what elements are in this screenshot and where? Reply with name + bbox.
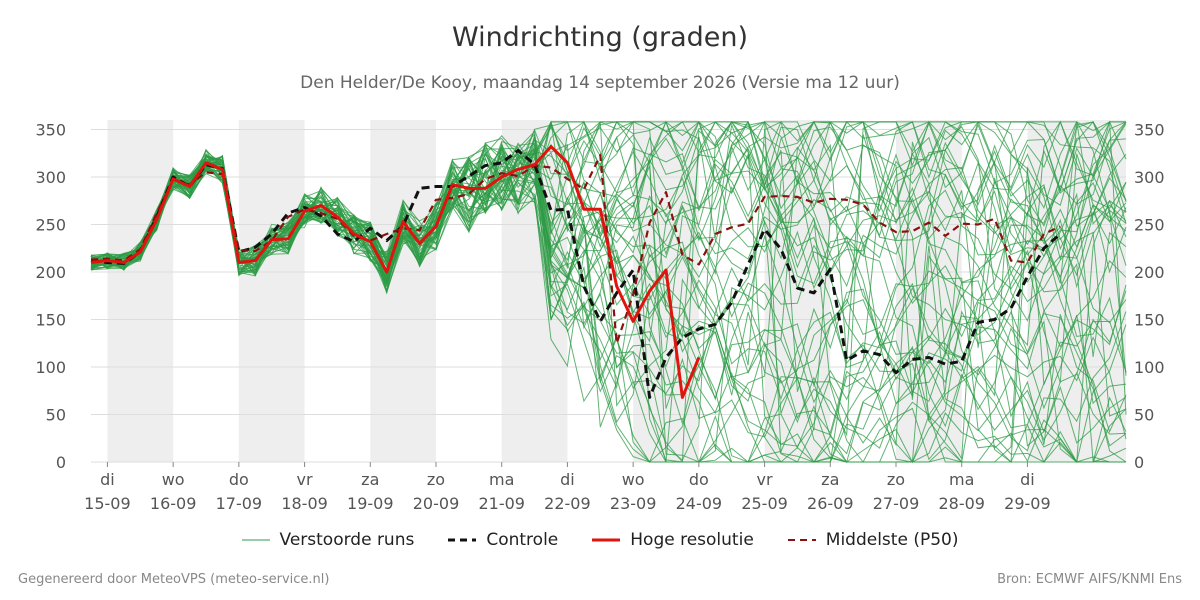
member-line-49 <box>90 120 1127 463</box>
x-tick-weekday-12: zo <box>887 470 905 489</box>
y-tick-right-50: 50 <box>1134 406 1154 425</box>
x-tick-date-14: 29-09 <box>1004 494 1051 513</box>
x-tick-weekday-5: zo <box>427 470 445 489</box>
shade-band-0 <box>107 120 174 462</box>
hires-line <box>90 145 701 399</box>
legend-control-swatch <box>448 538 477 542</box>
y-tick-left-150: 150 <box>35 311 66 330</box>
y-tick-right-100: 100 <box>1134 358 1165 377</box>
legend-label-members: Verstoorde runs <box>279 530 415 550</box>
x-tick-weekday-4: za <box>361 470 379 489</box>
legend-members-swatch <box>241 539 270 541</box>
legend-item-median: Middelste (P50) <box>787 530 959 550</box>
y-axis-left: 0 50 100 150 200 250 300 350 <box>35 121 66 473</box>
x-tick-weekday-1: wo <box>162 470 185 489</box>
legend-label-median: Middelste (P50) <box>825 530 959 550</box>
y-tick-right-350: 350 <box>1134 121 1165 140</box>
y-tick-left-300: 300 <box>35 168 66 187</box>
x-tick-date-1: 16-09 <box>150 494 197 513</box>
x-tick-date-6: 21-09 <box>478 494 525 513</box>
legend-label-hires: Hoge resolutie <box>630 530 754 550</box>
member-line-32 <box>90 128 1127 442</box>
x-tick-date-9: 24-09 <box>676 494 723 513</box>
x-tick-weekday-11: za <box>821 470 839 489</box>
footer-source: Bron: ECMWF AIFS/KNMI Ens <box>997 572 1182 587</box>
x-tick-weekday-13: ma <box>949 470 974 489</box>
x-tick-weekday-10: vr <box>757 470 773 489</box>
main-series <box>90 145 1062 399</box>
wind-direction-chart: 0 50 100 150 200 250 300 350 0 50 100 150 200 250 300… <box>35 120 1165 513</box>
x-tick-date-5: 20-09 <box>413 494 460 513</box>
chart-title: Windrichting (graden) <box>451 22 749 53</box>
y-tick-left-50: 50 <box>46 406 66 425</box>
y-tick-right-0: 0 <box>1134 453 1144 472</box>
x-tick-date-4: 19-09 <box>347 494 394 513</box>
legend-item-hires: Hoge resolutie <box>592 530 754 550</box>
y-tick-left-250: 250 <box>35 216 66 235</box>
y-tick-left-200: 200 <box>35 263 66 282</box>
x-tick-date-7: 22-09 <box>544 494 591 513</box>
chart-subtitle: Den Helder/De Kooy, maandag 14 september… <box>300 73 900 93</box>
x-tick-weekday-7: di <box>560 470 575 489</box>
footer-generated: Gegenereerd door MeteoVPS (meteo-service… <box>18 572 330 587</box>
legend-label-control: Controle <box>486 530 559 550</box>
x-tick-weekday-8: wo <box>622 470 645 489</box>
y-tick-right-200: 200 <box>1134 263 1165 282</box>
y-tick-left-350: 350 <box>35 121 66 140</box>
x-tick-weekday-6: ma <box>489 470 514 489</box>
y-axis-right: 0 50 100 150 200 250 300 350 <box>1134 121 1165 473</box>
x-axis: di 15-09 wo 16-09 do 17-09 vr 18-09 za 19-09 zo 20-… <box>84 462 1051 513</box>
legend-hires-swatch <box>592 538 621 542</box>
y-tick-right-150: 150 <box>1134 311 1165 330</box>
y-tick-left-0: 0 <box>56 453 66 472</box>
x-tick-weekday-2: do <box>229 470 249 489</box>
legend: Verstoorde runs Controle Hoge resolutie … <box>0 530 1200 550</box>
x-tick-weekday-9: do <box>689 470 709 489</box>
x-tick-date-2: 17-09 <box>216 494 263 513</box>
shade-band-1 <box>238 120 305 462</box>
x-tick-date-10: 25-09 <box>741 494 788 513</box>
legend-item-control: Controle <box>448 530 558 550</box>
x-tick-date-11: 26-09 <box>807 494 854 513</box>
x-tick-date-12: 27-09 <box>873 494 920 513</box>
legend-item-members: Verstoorde runs <box>241 530 415 550</box>
shade-band-2 <box>370 120 436 462</box>
x-tick-date-8: 23-09 <box>610 494 657 513</box>
legend-median-swatch <box>787 539 816 541</box>
x-tick-date-13: 28-09 <box>938 494 985 513</box>
member-line-33 <box>90 148 1127 440</box>
x-tick-date-3: 18-09 <box>281 494 328 513</box>
y-tick-right-300: 300 <box>1134 168 1165 187</box>
x-tick-date-0: 15-09 <box>84 494 131 513</box>
y-tick-right-250: 250 <box>1134 216 1165 235</box>
x-tick-weekday-0: di <box>100 470 115 489</box>
x-tick-weekday-3: vr <box>297 470 313 489</box>
y-tick-left-100: 100 <box>35 358 66 377</box>
x-tick-weekday-14: di <box>1020 470 1035 489</box>
